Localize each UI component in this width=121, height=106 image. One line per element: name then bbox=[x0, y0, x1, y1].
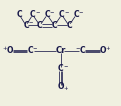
Text: +: + bbox=[63, 86, 68, 91]
Text: −: − bbox=[63, 64, 67, 69]
Text: +: + bbox=[3, 46, 7, 51]
Text: +: + bbox=[105, 46, 110, 51]
Text: −: − bbox=[76, 46, 80, 51]
Text: O: O bbox=[100, 46, 106, 55]
Text: C: C bbox=[44, 10, 50, 19]
Text: −: − bbox=[79, 10, 83, 15]
Text: C: C bbox=[79, 46, 85, 55]
Text: Cr: Cr bbox=[55, 46, 66, 55]
Text: −: − bbox=[33, 46, 37, 51]
Text: −: − bbox=[50, 10, 54, 15]
Text: C: C bbox=[23, 21, 29, 30]
Text: C: C bbox=[37, 21, 43, 30]
Text: C: C bbox=[52, 21, 57, 30]
Text: C: C bbox=[66, 21, 72, 30]
Text: O: O bbox=[6, 46, 13, 55]
Text: C: C bbox=[30, 10, 35, 19]
Text: C: C bbox=[27, 46, 33, 55]
Text: −: − bbox=[29, 21, 33, 26]
Text: C: C bbox=[73, 10, 79, 19]
Text: −: − bbox=[35, 10, 40, 15]
Text: O: O bbox=[57, 82, 64, 91]
Text: C: C bbox=[58, 64, 63, 73]
Text: C: C bbox=[59, 10, 64, 19]
Text: C: C bbox=[17, 10, 22, 19]
Text: −: − bbox=[64, 10, 69, 15]
